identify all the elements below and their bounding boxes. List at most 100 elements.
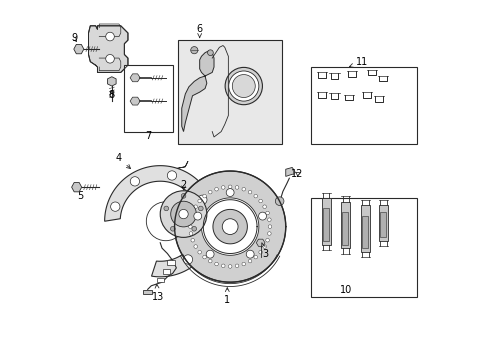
Bar	[167, 260, 174, 265]
Circle shape	[163, 206, 168, 211]
Circle shape	[242, 262, 245, 266]
Bar	[163, 269, 169, 274]
Circle shape	[189, 232, 192, 235]
Circle shape	[183, 255, 192, 264]
Circle shape	[206, 250, 214, 258]
Circle shape	[146, 202, 185, 241]
Polygon shape	[256, 239, 264, 246]
Polygon shape	[107, 77, 116, 86]
Text: 9: 9	[71, 33, 77, 43]
Circle shape	[258, 212, 266, 220]
Circle shape	[198, 251, 201, 254]
Circle shape	[267, 218, 270, 221]
Circle shape	[228, 185, 231, 189]
Circle shape	[179, 210, 188, 219]
Circle shape	[214, 188, 218, 191]
Text: 3: 3	[261, 243, 268, 258]
Circle shape	[224, 67, 262, 105]
Circle shape	[197, 195, 206, 204]
Polygon shape	[182, 51, 214, 132]
Text: 13: 13	[151, 284, 163, 302]
Circle shape	[188, 225, 192, 228]
Bar	[360, 205, 369, 252]
Polygon shape	[74, 44, 83, 54]
Bar	[124, 65, 172, 132]
Circle shape	[275, 197, 284, 206]
Circle shape	[194, 245, 197, 248]
Circle shape	[248, 259, 251, 263]
Bar	[341, 202, 349, 248]
Circle shape	[130, 177, 139, 186]
Circle shape	[235, 186, 238, 189]
Circle shape	[208, 190, 212, 194]
Circle shape	[258, 251, 262, 254]
Polygon shape	[143, 290, 152, 294]
Circle shape	[235, 264, 238, 267]
Circle shape	[214, 262, 218, 266]
Circle shape	[203, 194, 206, 198]
Circle shape	[267, 232, 270, 235]
Circle shape	[105, 32, 114, 41]
Bar	[362, 216, 367, 248]
Circle shape	[203, 255, 206, 259]
Text: 2: 2	[180, 180, 186, 190]
Circle shape	[110, 202, 120, 211]
Bar	[378, 205, 387, 241]
Text: 11: 11	[348, 57, 367, 67]
Circle shape	[191, 238, 194, 242]
Circle shape	[208, 259, 212, 263]
Circle shape	[262, 245, 266, 248]
Polygon shape	[201, 198, 258, 255]
Circle shape	[253, 194, 257, 198]
Circle shape	[198, 206, 203, 211]
Circle shape	[193, 212, 201, 220]
Circle shape	[207, 50, 213, 55]
Text: 8: 8	[108, 90, 115, 100]
Circle shape	[258, 199, 262, 203]
Bar	[379, 212, 386, 237]
Bar	[310, 198, 416, 297]
Circle shape	[170, 226, 175, 231]
Circle shape	[191, 226, 196, 231]
Circle shape	[221, 186, 224, 189]
Polygon shape	[88, 26, 128, 72]
Bar	[310, 67, 416, 144]
Circle shape	[246, 250, 254, 258]
Polygon shape	[285, 167, 293, 176]
Circle shape	[221, 264, 224, 267]
Circle shape	[189, 218, 192, 221]
Polygon shape	[174, 171, 285, 282]
Text: 6: 6	[196, 24, 203, 37]
Circle shape	[226, 189, 234, 197]
Circle shape	[267, 225, 271, 228]
Circle shape	[228, 265, 231, 268]
Text: 7: 7	[145, 131, 151, 141]
Circle shape	[181, 194, 185, 198]
Circle shape	[253, 255, 257, 259]
Circle shape	[190, 46, 198, 54]
Bar	[321, 198, 330, 244]
Circle shape	[222, 219, 238, 234]
Text: 5: 5	[77, 191, 83, 201]
Circle shape	[160, 191, 206, 237]
Bar	[342, 212, 348, 244]
Polygon shape	[177, 161, 187, 168]
Text: 10: 10	[339, 285, 351, 295]
Circle shape	[242, 188, 245, 191]
Text: 1: 1	[224, 288, 230, 305]
Circle shape	[105, 54, 114, 63]
Circle shape	[265, 211, 269, 215]
Bar	[178, 40, 282, 144]
Polygon shape	[212, 210, 247, 244]
Bar	[156, 278, 163, 282]
Circle shape	[265, 238, 269, 242]
Circle shape	[198, 199, 201, 203]
Circle shape	[191, 211, 194, 215]
Circle shape	[167, 171, 176, 180]
Bar	[322, 208, 328, 241]
Circle shape	[262, 205, 266, 208]
Text: 4: 4	[116, 153, 130, 168]
Circle shape	[232, 75, 255, 98]
Circle shape	[248, 190, 251, 194]
Polygon shape	[72, 183, 81, 192]
